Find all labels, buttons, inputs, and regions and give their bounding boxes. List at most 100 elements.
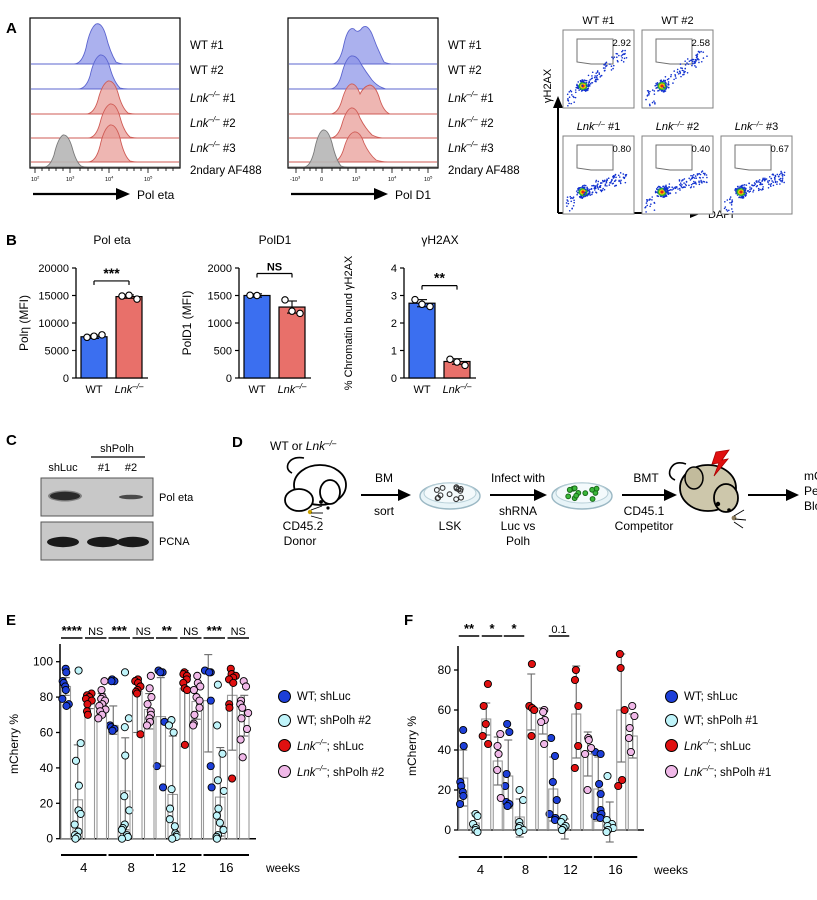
data-point <box>596 749 605 759</box>
flow-dot <box>596 77 598 79</box>
flow-dot <box>761 183 764 186</box>
x-axis-arrow-d1 <box>291 188 388 200</box>
flow-dot <box>572 204 575 207</box>
hist1-row-label-lnk3: Lnk–/– #3 <box>190 140 236 155</box>
flow-dot <box>604 184 607 187</box>
flow-dot <box>588 85 591 87</box>
flow-dot <box>583 187 585 190</box>
flow-dot <box>621 56 624 59</box>
flow-dot <box>665 188 668 191</box>
flow-dot <box>678 179 681 181</box>
flow-dot <box>617 174 620 177</box>
data-point <box>530 705 539 715</box>
flow-dot <box>682 70 685 72</box>
flow-dot <box>595 72 598 74</box>
data-point <box>539 707 548 717</box>
flow-dot <box>783 171 786 174</box>
panel-letter-c: C <box>6 432 17 449</box>
flow-dot <box>667 187 669 190</box>
flow-dot <box>584 191 587 194</box>
data-point <box>519 795 528 805</box>
flow-dot <box>781 176 784 178</box>
flow-dot <box>612 57 615 60</box>
flow-dot <box>568 102 570 105</box>
flow-dot <box>681 67 683 70</box>
flow-dot <box>692 173 695 176</box>
data-point <box>493 741 502 751</box>
flow-dot <box>645 98 647 101</box>
data-point <box>238 703 247 712</box>
flow-dot <box>757 180 759 182</box>
x-tick-label: WT <box>413 384 430 396</box>
flow-dot <box>769 184 772 186</box>
flow-dot <box>616 53 619 55</box>
x-axis-label-pol-eta: Pol eta <box>137 188 175 202</box>
flow-dot <box>701 182 703 184</box>
flow-dot <box>704 172 706 175</box>
flow-dot <box>618 54 620 57</box>
bar <box>107 724 119 840</box>
data-point <box>136 730 145 739</box>
flow-dot <box>782 173 784 176</box>
flow-plot: Lnk–/– #1 0.80 <box>562 120 635 215</box>
significance-label: NS <box>267 262 282 274</box>
flow-dot <box>674 73 676 76</box>
flow-dot <box>728 209 730 212</box>
flow-dot <box>657 195 660 198</box>
flow-dot <box>647 91 650 94</box>
data-point <box>71 756 81 765</box>
flow-dot <box>646 204 649 207</box>
flow-dot <box>667 81 670 83</box>
flow-dot <box>623 57 626 60</box>
data-point <box>206 762 215 771</box>
flow-dot <box>698 183 701 186</box>
flow-dot <box>680 67 682 69</box>
flow-dot <box>589 83 592 85</box>
legend-dot-wt-shpolh <box>278 714 291 727</box>
flow-dot <box>570 200 573 203</box>
flow-dot <box>680 75 682 78</box>
flow-dot <box>776 173 779 176</box>
flow-dot <box>693 180 695 183</box>
flow-dot <box>695 177 697 179</box>
histogram-pol-eta-svg: 102 103 104 105 Pol eta <box>29 17 181 202</box>
flow-dot <box>572 197 574 200</box>
flow-dot <box>723 207 726 210</box>
flow-dot <box>591 193 593 196</box>
chart-title: γH2AX <box>421 233 458 247</box>
data-point <box>483 679 492 689</box>
hist2-row-label-lnk2: Lnk–/– #2 <box>448 115 494 130</box>
data-point <box>625 723 634 733</box>
data-point <box>205 668 214 677</box>
data-point <box>62 668 71 677</box>
flow-dot <box>594 80 597 82</box>
flow-dot <box>619 181 622 183</box>
data-point <box>62 701 71 710</box>
panel-e-svg: 0 20 40 60 80 100 mCherry % 4 8 12 16 weeks **** NS **… <box>7 623 300 875</box>
group-label: 12 <box>563 862 577 877</box>
data-point <box>71 834 80 843</box>
flow-dot <box>660 89 663 92</box>
flow-dot <box>622 49 624 52</box>
flow-dot <box>599 186 602 189</box>
flow-plot: Lnk–/– #2 0.40 <box>641 120 714 215</box>
flow-dot <box>749 186 751 188</box>
flow-dot <box>681 180 683 182</box>
flow-dot <box>731 208 733 210</box>
legend-f-dot-lnk-shpolh <box>665 764 678 778</box>
flow-dot <box>604 69 606 72</box>
panel-f-chart: 0 20 40 60 80 mCherry % 4 8 12 16 weeks ** * * 0.1 <box>405 618 688 893</box>
flow-dot <box>738 196 741 198</box>
data-point <box>121 751 130 760</box>
data-point <box>238 753 247 762</box>
flow-dot <box>693 177 696 179</box>
flow-dot <box>698 180 700 183</box>
flow-dot <box>568 209 571 212</box>
blot-group: shPolh shLuc #1 #2 Pol eta PCNA <box>40 443 194 561</box>
flow-dot <box>689 186 692 189</box>
flow-dot <box>676 71 679 73</box>
significance-label: 0.1 <box>551 624 566 636</box>
x-axis-label: weeks <box>653 863 688 877</box>
flow-dot <box>595 179 598 182</box>
flow-dot <box>649 90 651 93</box>
